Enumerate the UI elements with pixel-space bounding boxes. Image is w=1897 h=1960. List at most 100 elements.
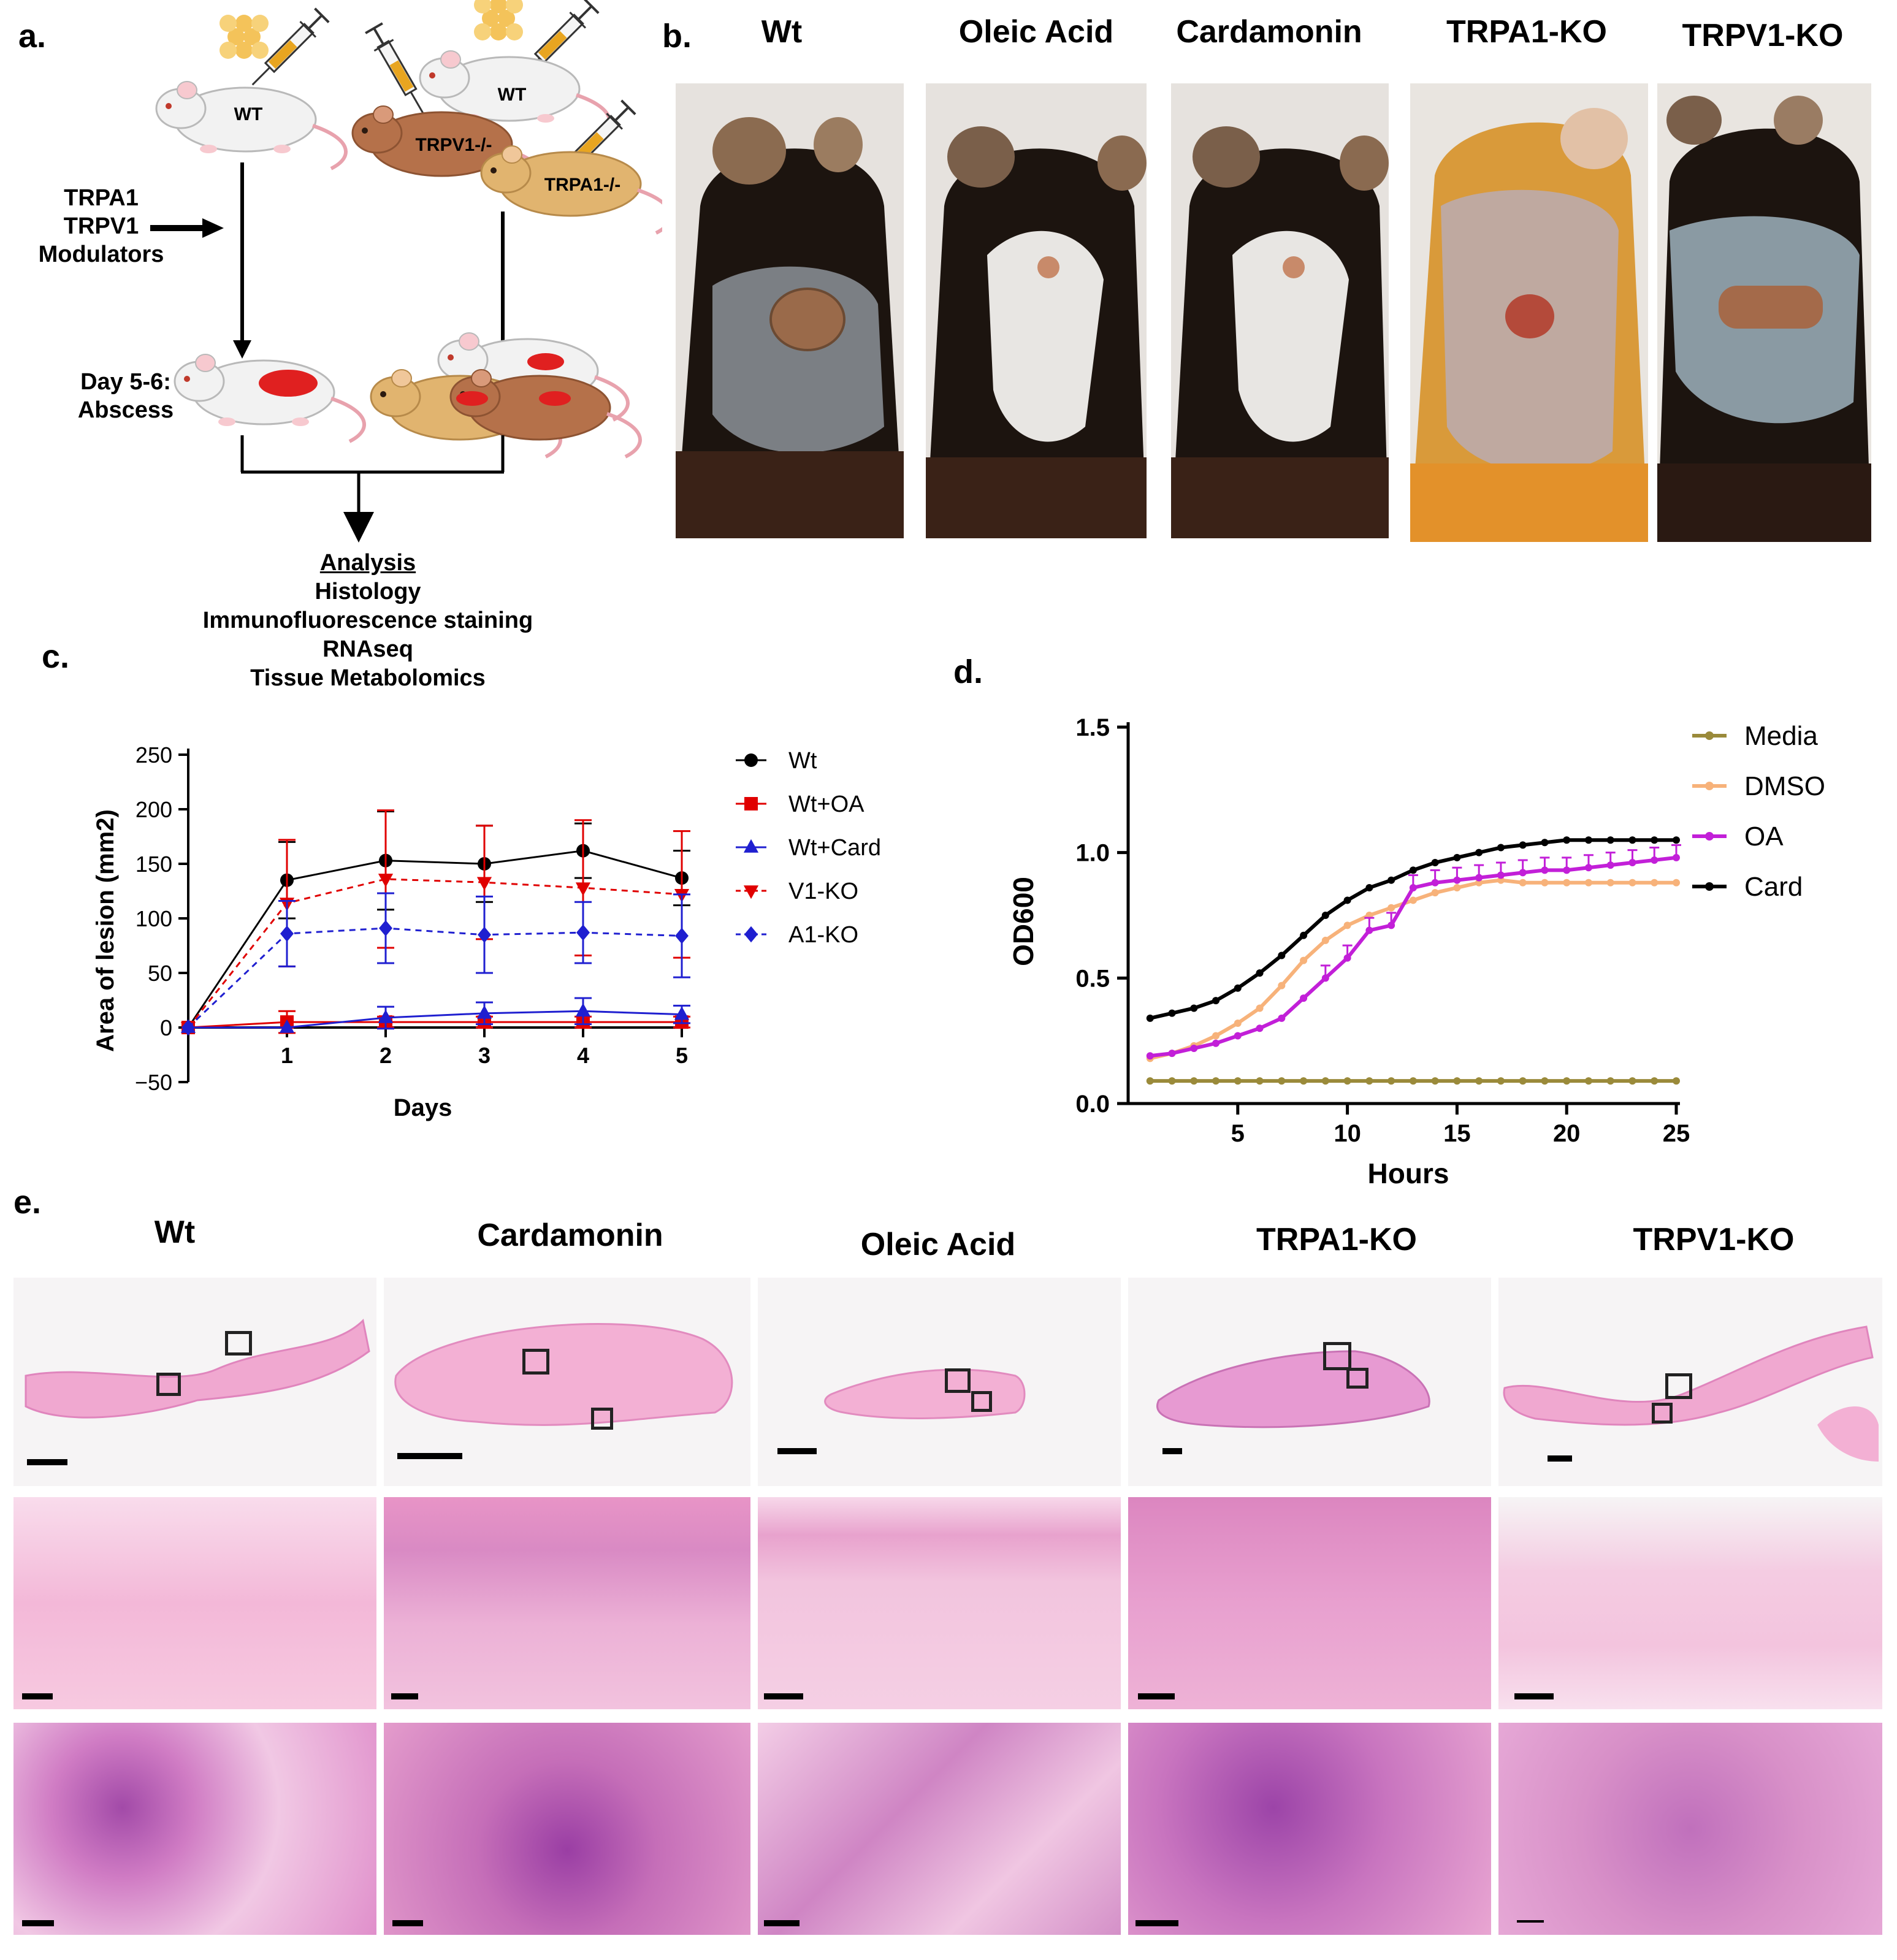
data-point — [1584, 836, 1592, 844]
data-point — [1475, 1077, 1483, 1085]
y-tick-label: 250 — [136, 742, 172, 768]
histo-mid-oleic-acid — [758, 1497, 1121, 1709]
data-point — [1365, 883, 1373, 891]
y-axis-label: Area of lesion (mm2) — [92, 809, 119, 1052]
data-point — [1190, 1004, 1198, 1012]
data-point — [1453, 853, 1461, 861]
data-point — [1628, 1077, 1636, 1085]
data-point — [1168, 1077, 1176, 1085]
roi-box — [1665, 1373, 1692, 1399]
data-point — [1300, 994, 1308, 1002]
histo-mid-cardamonin — [384, 1497, 750, 1709]
data-point — [1606, 1077, 1614, 1085]
data-point — [1563, 879, 1571, 887]
mouse-photo-oleic-acid — [926, 83, 1147, 538]
data-point — [1628, 859, 1636, 867]
data-point — [1278, 1014, 1286, 1022]
mouse-label: TRPA1-/- — [544, 175, 621, 195]
legend-marker — [744, 797, 758, 810]
data-point — [1409, 866, 1417, 874]
data-point — [1673, 853, 1680, 861]
scale-bar — [764, 1693, 803, 1699]
histo-col-title: TRPV1-KO — [1633, 1222, 1795, 1257]
x-tick-label: 5 — [1231, 1120, 1245, 1147]
data-point — [1673, 1077, 1680, 1085]
roi-box — [1346, 1368, 1368, 1389]
data-point — [1497, 1077, 1505, 1085]
roi-box — [156, 1373, 181, 1396]
data-point — [1673, 836, 1680, 844]
data-point — [1584, 879, 1592, 887]
mouse-photo-cardamonin — [1171, 83, 1389, 538]
legend-label: V1-KO — [788, 879, 858, 904]
legend-label: Wt+OA — [788, 791, 865, 817]
data-point — [1234, 984, 1242, 992]
scale-bar — [1162, 1448, 1182, 1454]
data-point — [1497, 844, 1505, 852]
histo-overview-trpa1-ko — [1128, 1278, 1491, 1486]
data-point — [1146, 1077, 1154, 1085]
data-point — [1409, 1077, 1417, 1085]
histo-col-title: Oleic Acid — [860, 1227, 1016, 1262]
legend-marker — [1705, 882, 1714, 891]
modulator-line: TRPV1 — [63, 213, 139, 239]
legend-label: DMSO — [1744, 771, 1825, 801]
chart-d-od600: 1.5 1.0 0.5 0.0 5 10 15 20 25 Hours OD600 Media DMSO… — [1007, 714, 1825, 1189]
data-point — [1541, 839, 1549, 847]
data-point — [476, 1005, 492, 1019]
scale-bar — [1138, 1693, 1175, 1699]
legend-label: Media — [1744, 721, 1818, 751]
legend-marker — [743, 839, 759, 853]
y-tick-label: 200 — [136, 797, 172, 822]
mouse-photo-trpv1-ko — [1657, 83, 1871, 542]
data-point — [1343, 921, 1351, 929]
y-tick-label: 0 — [160, 1015, 172, 1040]
data-point — [1278, 951, 1286, 959]
y-tick-label: 0.0 — [1075, 1091, 1110, 1118]
histo-col-title: Wt — [154, 1215, 196, 1250]
data-point — [1146, 1014, 1154, 1022]
data-point — [378, 1009, 394, 1023]
legend-marker — [1705, 782, 1714, 790]
data-point — [575, 1003, 591, 1017]
histo-mid-trpa1-ko — [1128, 1497, 1491, 1709]
x-tick-label: 4 — [577, 1043, 589, 1068]
data-point — [1673, 879, 1680, 887]
data-point — [1190, 1077, 1198, 1085]
photo-col-title: Oleic Acid — [958, 14, 1114, 50]
legend-label: Card — [1744, 872, 1803, 902]
data-point — [1453, 883, 1461, 891]
data-point — [1519, 869, 1527, 877]
data-point — [1453, 876, 1461, 884]
scale-bar — [764, 1920, 800, 1926]
analysis-item: Immunofluorescence staining — [202, 608, 533, 633]
data-point — [1519, 1077, 1527, 1085]
analysis-item: RNAseq — [323, 636, 413, 662]
scale-bar — [1517, 1920, 1544, 1923]
x-tick-label: 5 — [676, 1043, 688, 1068]
series-line — [187, 850, 682, 1028]
photo-col-title: Cardamonin — [1176, 14, 1362, 50]
histo-overview-oleic-acid — [758, 1278, 1121, 1486]
mouse-photo-trpa1-ko — [1410, 83, 1648, 542]
data-point — [1651, 856, 1658, 864]
data-point — [1606, 879, 1614, 887]
data-point — [1584, 1077, 1592, 1085]
panel-a-diagram — [150, 0, 662, 543]
data-point — [1409, 883, 1417, 891]
analysis-list: Analysis Histology Immunofluorescence st… — [184, 549, 552, 693]
data-point — [1365, 1077, 1373, 1085]
data-point — [1212, 1077, 1220, 1085]
y-tick-label: 150 — [136, 852, 172, 877]
photo-col-title: TRPA1-KO — [1446, 14, 1607, 50]
panel-label-e: e. — [13, 1184, 42, 1221]
roi-box — [971, 1391, 992, 1412]
y-tick-label: 0.5 — [1075, 965, 1110, 992]
histo-overview-wt — [13, 1278, 376, 1486]
legend-marker — [1705, 731, 1714, 740]
scale-bar — [392, 1920, 423, 1926]
modulator-line: Modulators — [38, 242, 164, 267]
data-point — [1321, 1077, 1329, 1085]
data-point — [1256, 969, 1264, 977]
data-point — [1628, 836, 1636, 844]
